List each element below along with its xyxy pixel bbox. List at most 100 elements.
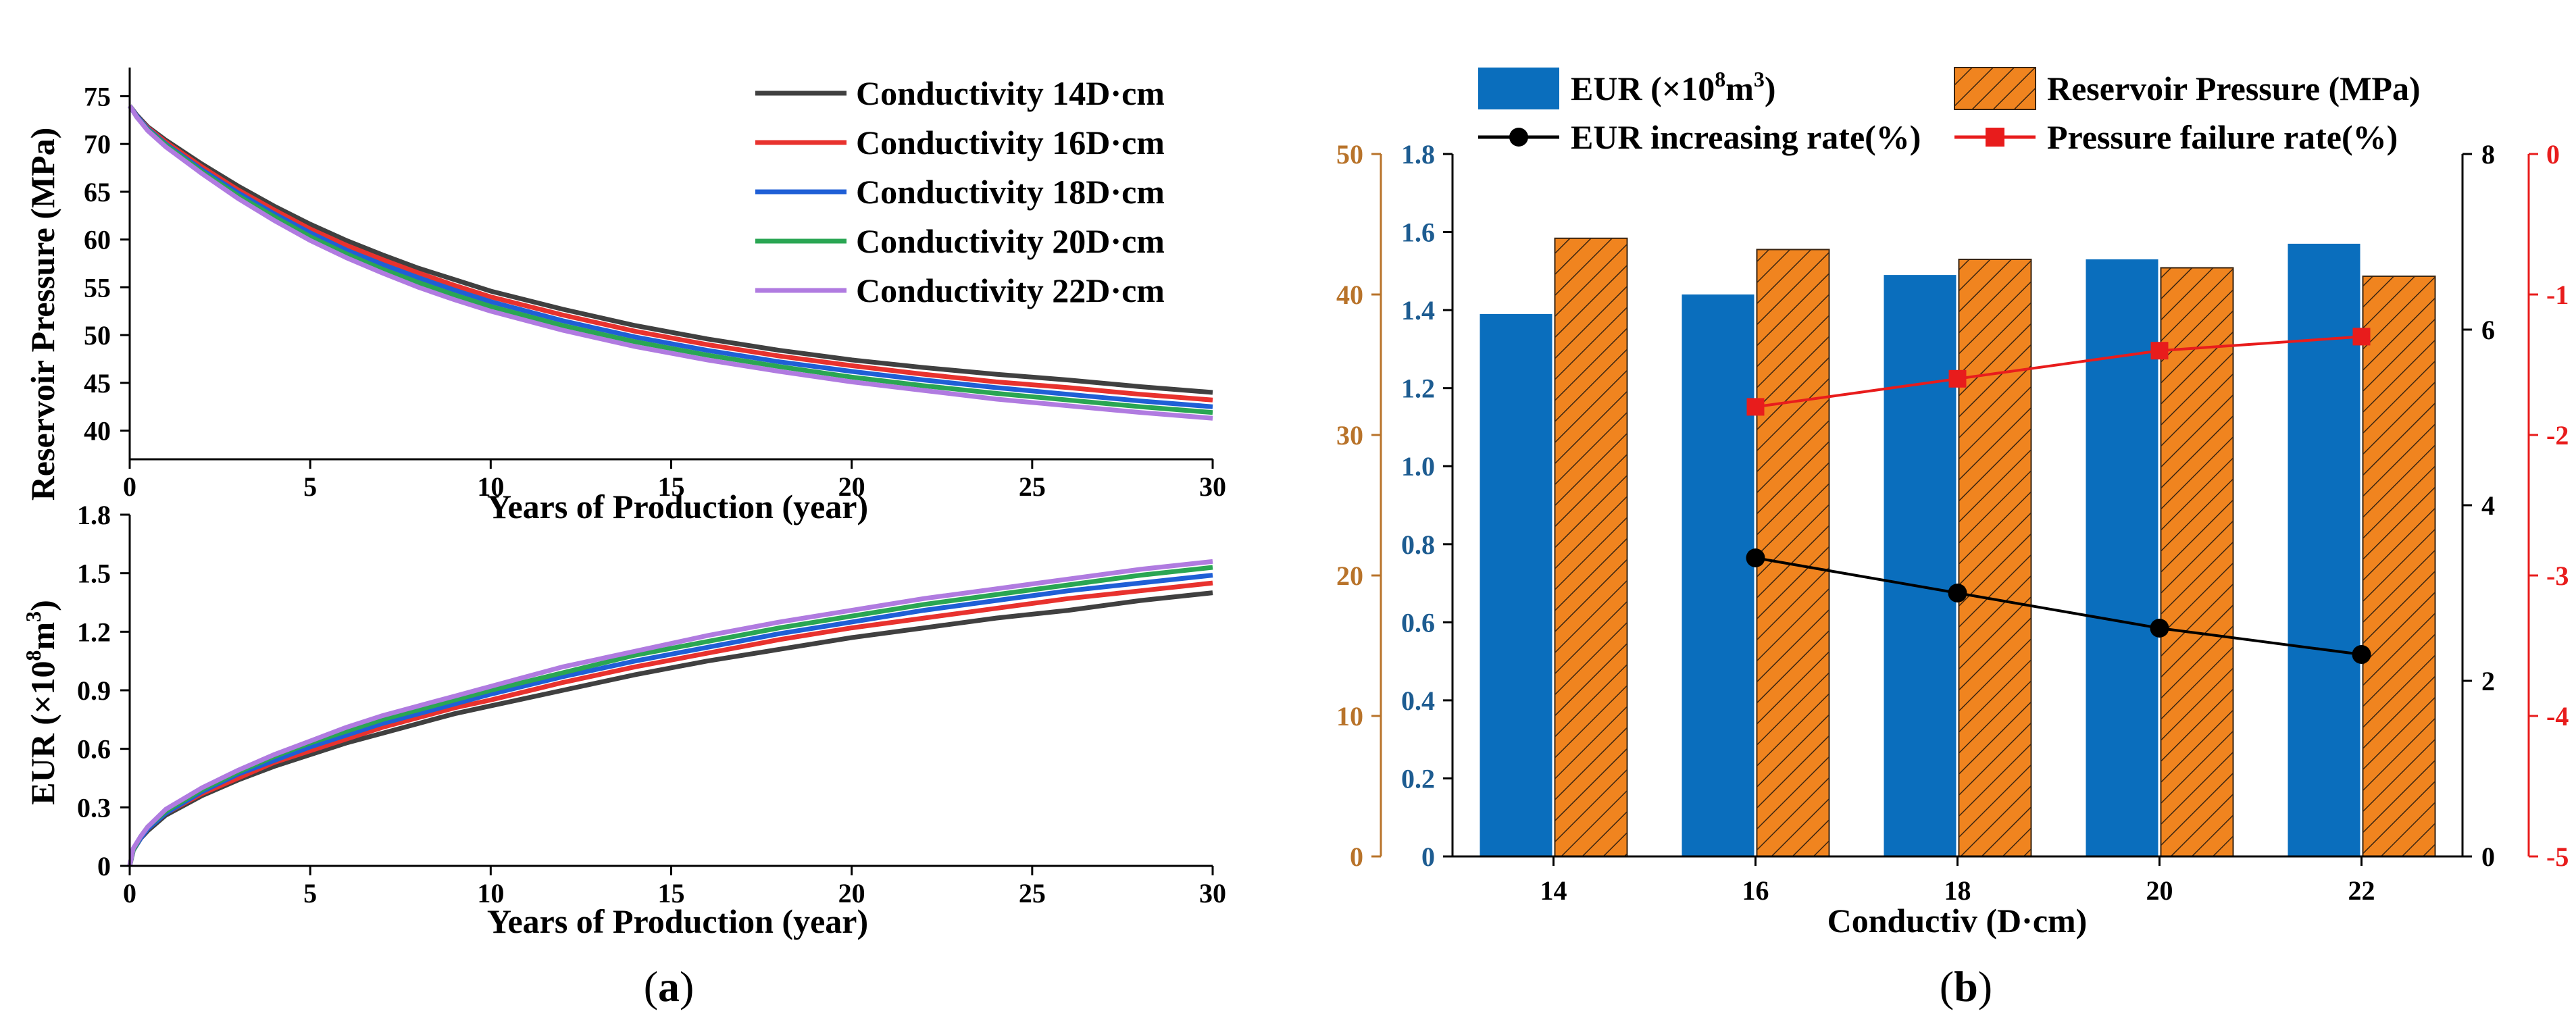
bar-pressure-20 — [2160, 267, 2234, 858]
legend-b: EUR (×108m3) Reservoir Pressure (MPa) EU… — [1478, 67, 2421, 156]
y-tick-label: 40 — [84, 416, 111, 446]
series-line-conductivity-18d-cm — [127, 573, 1213, 867]
point-pressure-rate-22 — [2352, 328, 2371, 346]
x-tick-label: 15 — [658, 878, 685, 908]
y-tick-label-failure: 0 — [2546, 139, 2560, 170]
y-tick-label: 0 — [97, 851, 111, 881]
caption-b: (b) — [1940, 962, 1992, 1010]
legend-label-20: Conductivity 20D·cm — [856, 222, 1165, 260]
x-tick-label-b: 16 — [1742, 875, 1769, 906]
y-tick-label-eur: 0.4 — [1401, 686, 1435, 716]
axes-eur: 0 5 10 15 20 25 30 0 0.3 0.6 0.9 1.2 1.5 1.8 — [77, 500, 1226, 908]
y-tick-label-rate: 6 — [2481, 315, 2495, 345]
y-tick-label-eur: 0 — [1421, 842, 1435, 872]
y-tick-label-eur: 1.2 — [1401, 374, 1435, 404]
x-tick-label-b: 14 — [1540, 875, 1567, 906]
y-tick-label: 1.5 — [77, 559, 111, 589]
bar-pressure-18 — [1958, 259, 2032, 857]
bar-pressure-16 — [1756, 249, 1830, 857]
x-tick-label-b: 22 — [2348, 875, 2375, 906]
y-tick-label: 0.6 — [77, 734, 111, 765]
legend-conductivity: Conductivity 14D·cm Conductivity 16D·cm Co… — [755, 74, 1165, 309]
x-tick-label: 5 — [303, 878, 317, 908]
panel-a-top: 0 5 10 15 20 25 30 40 45 50 55 60 65 70 75 Years of Pr… — [24, 68, 1226, 525]
y-tick-label-eur: 0.8 — [1401, 530, 1435, 560]
y-tick-label-eur: 1.8 — [1401, 139, 1435, 170]
y-tick-label-eur: 1.4 — [1401, 295, 1435, 326]
x-tick-label: 30 — [1199, 878, 1226, 908]
legend-swatch-eur — [1478, 68, 1559, 109]
y-tick-label-rate: 0 — [2481, 842, 2495, 872]
legend-label-pressure: Reservoir Pressure (MPa) — [2047, 70, 2421, 107]
x-axis-label-bottom: Years of Production (year) — [487, 902, 868, 940]
y-tick-label-pressure: 40 — [1336, 280, 1363, 310]
point-eur-rate-18 — [1948, 584, 1967, 602]
x-tick-label: 25 — [1019, 471, 1046, 502]
line-pressure-failure-rate — [1755, 335, 2362, 409]
y-tick-label: 45 — [84, 368, 111, 399]
y-tick-label-failure: -1 — [2546, 280, 2569, 310]
x-tick-label: 10 — [477, 471, 504, 502]
y-axis-label-eur: EUR (×108m3) — [21, 600, 61, 805]
bar-pressure-22 — [2362, 275, 2436, 857]
legend-swatch-pressure — [1954, 67, 2036, 110]
axes-bars: 14 16 18 20 22 0 0.2 0.4 0.6 0.8 1.0 1.2 1.4 1.6 1.8 0 1… — [1336, 139, 2569, 906]
series-line-conductivity-22d-cm — [128, 104, 1213, 421]
x-tick-label: 15 — [658, 471, 685, 502]
y-tick-label-failure: -4 — [2546, 701, 2569, 731]
y-tick-label: 60 — [84, 225, 111, 255]
x-axis-label-top: Years of Production (year) — [487, 488, 868, 525]
y-tick-label-failure: -3 — [2546, 561, 2569, 591]
legend-label-14: Conductivity 14D·cm — [856, 74, 1165, 112]
legend-label-22: Conductivity 22D·cm — [856, 272, 1165, 309]
y-tick-label-eur: 1.0 — [1401, 451, 1435, 482]
x-tick-label-b: 18 — [1944, 875, 1971, 906]
bar-eur-14 — [1480, 313, 1552, 856]
point-pressure-rate-20 — [2150, 342, 2169, 360]
y-tick-label: 1.2 — [77, 617, 111, 647]
bar-eur-16 — [1682, 294, 1754, 856]
bar-pressure-14 — [1554, 237, 1628, 857]
y-tick-label: 0.3 — [77, 792, 111, 823]
y-tick-label: 1.8 — [77, 500, 111, 530]
x-tick-label: 20 — [838, 471, 865, 502]
x-tick-label: 5 — [303, 471, 317, 502]
series-line-conductivity-16d-cm — [127, 580, 1213, 867]
bar-eur-18 — [1884, 275, 1956, 857]
y-tick-label-eur: 0.2 — [1401, 763, 1435, 794]
y-tick-label-pressure: 0 — [1350, 842, 1363, 872]
x-tick-label: 20 — [838, 878, 865, 908]
point-pressure-rate-18 — [1948, 369, 1967, 388]
point-eur-rate-20 — [2150, 619, 2169, 638]
y-tick-label-eur: 1.6 — [1401, 217, 1435, 248]
y-tick-label: 55 — [84, 272, 111, 303]
legend-marker-eur-rate — [1509, 128, 1528, 147]
series-line-conductivity-14d-cm — [127, 590, 1213, 867]
legend-label-eur-rate: EUR increasing rate(%) — [1571, 118, 1921, 156]
x-tick-label: 10 — [477, 878, 504, 908]
y-tick-label-pressure: 50 — [1336, 139, 1363, 170]
y-tick-label: 70 — [84, 129, 111, 159]
bar-eur-22 — [2288, 243, 2360, 856]
plot-area-bars — [1480, 237, 2436, 858]
y-tick-label-pressure: 30 — [1336, 420, 1363, 451]
point-pressure-rate-16 — [1746, 398, 1765, 416]
point-eur-rate-22 — [2352, 645, 2371, 664]
bar-eur-20 — [2086, 259, 2158, 856]
legend-label-18: Conductivity 18D·cm — [856, 173, 1165, 211]
x-tick-label-b: 20 — [2146, 875, 2173, 906]
y-tick-label-failure: -5 — [2546, 842, 2569, 872]
panel-b: 14 16 18 20 22 0 0.2 0.4 0.6 0.8 1.0 1.2 1.4 1.6 1.8 0 1… — [1336, 67, 2569, 940]
y-tick-label: 50 — [84, 320, 111, 351]
y-tick-label-eur: 0.6 — [1401, 607, 1435, 638]
x-tick-label: 0 — [123, 878, 136, 908]
legend-label-16: Conductivity 16D·cm — [856, 124, 1165, 161]
x-tick-label: 30 — [1199, 471, 1226, 502]
line-eur-increasing-rate — [1755, 557, 2362, 656]
y-tick-label: 65 — [84, 177, 111, 207]
plot-area-eur — [127, 559, 1213, 867]
y-tick-label-failure: -2 — [2546, 420, 2569, 451]
axes-pressure: 0 5 10 15 20 25 30 40 45 50 55 60 65 70 75 — [84, 68, 1226, 502]
y-tick-label-pressure: 10 — [1336, 701, 1363, 731]
